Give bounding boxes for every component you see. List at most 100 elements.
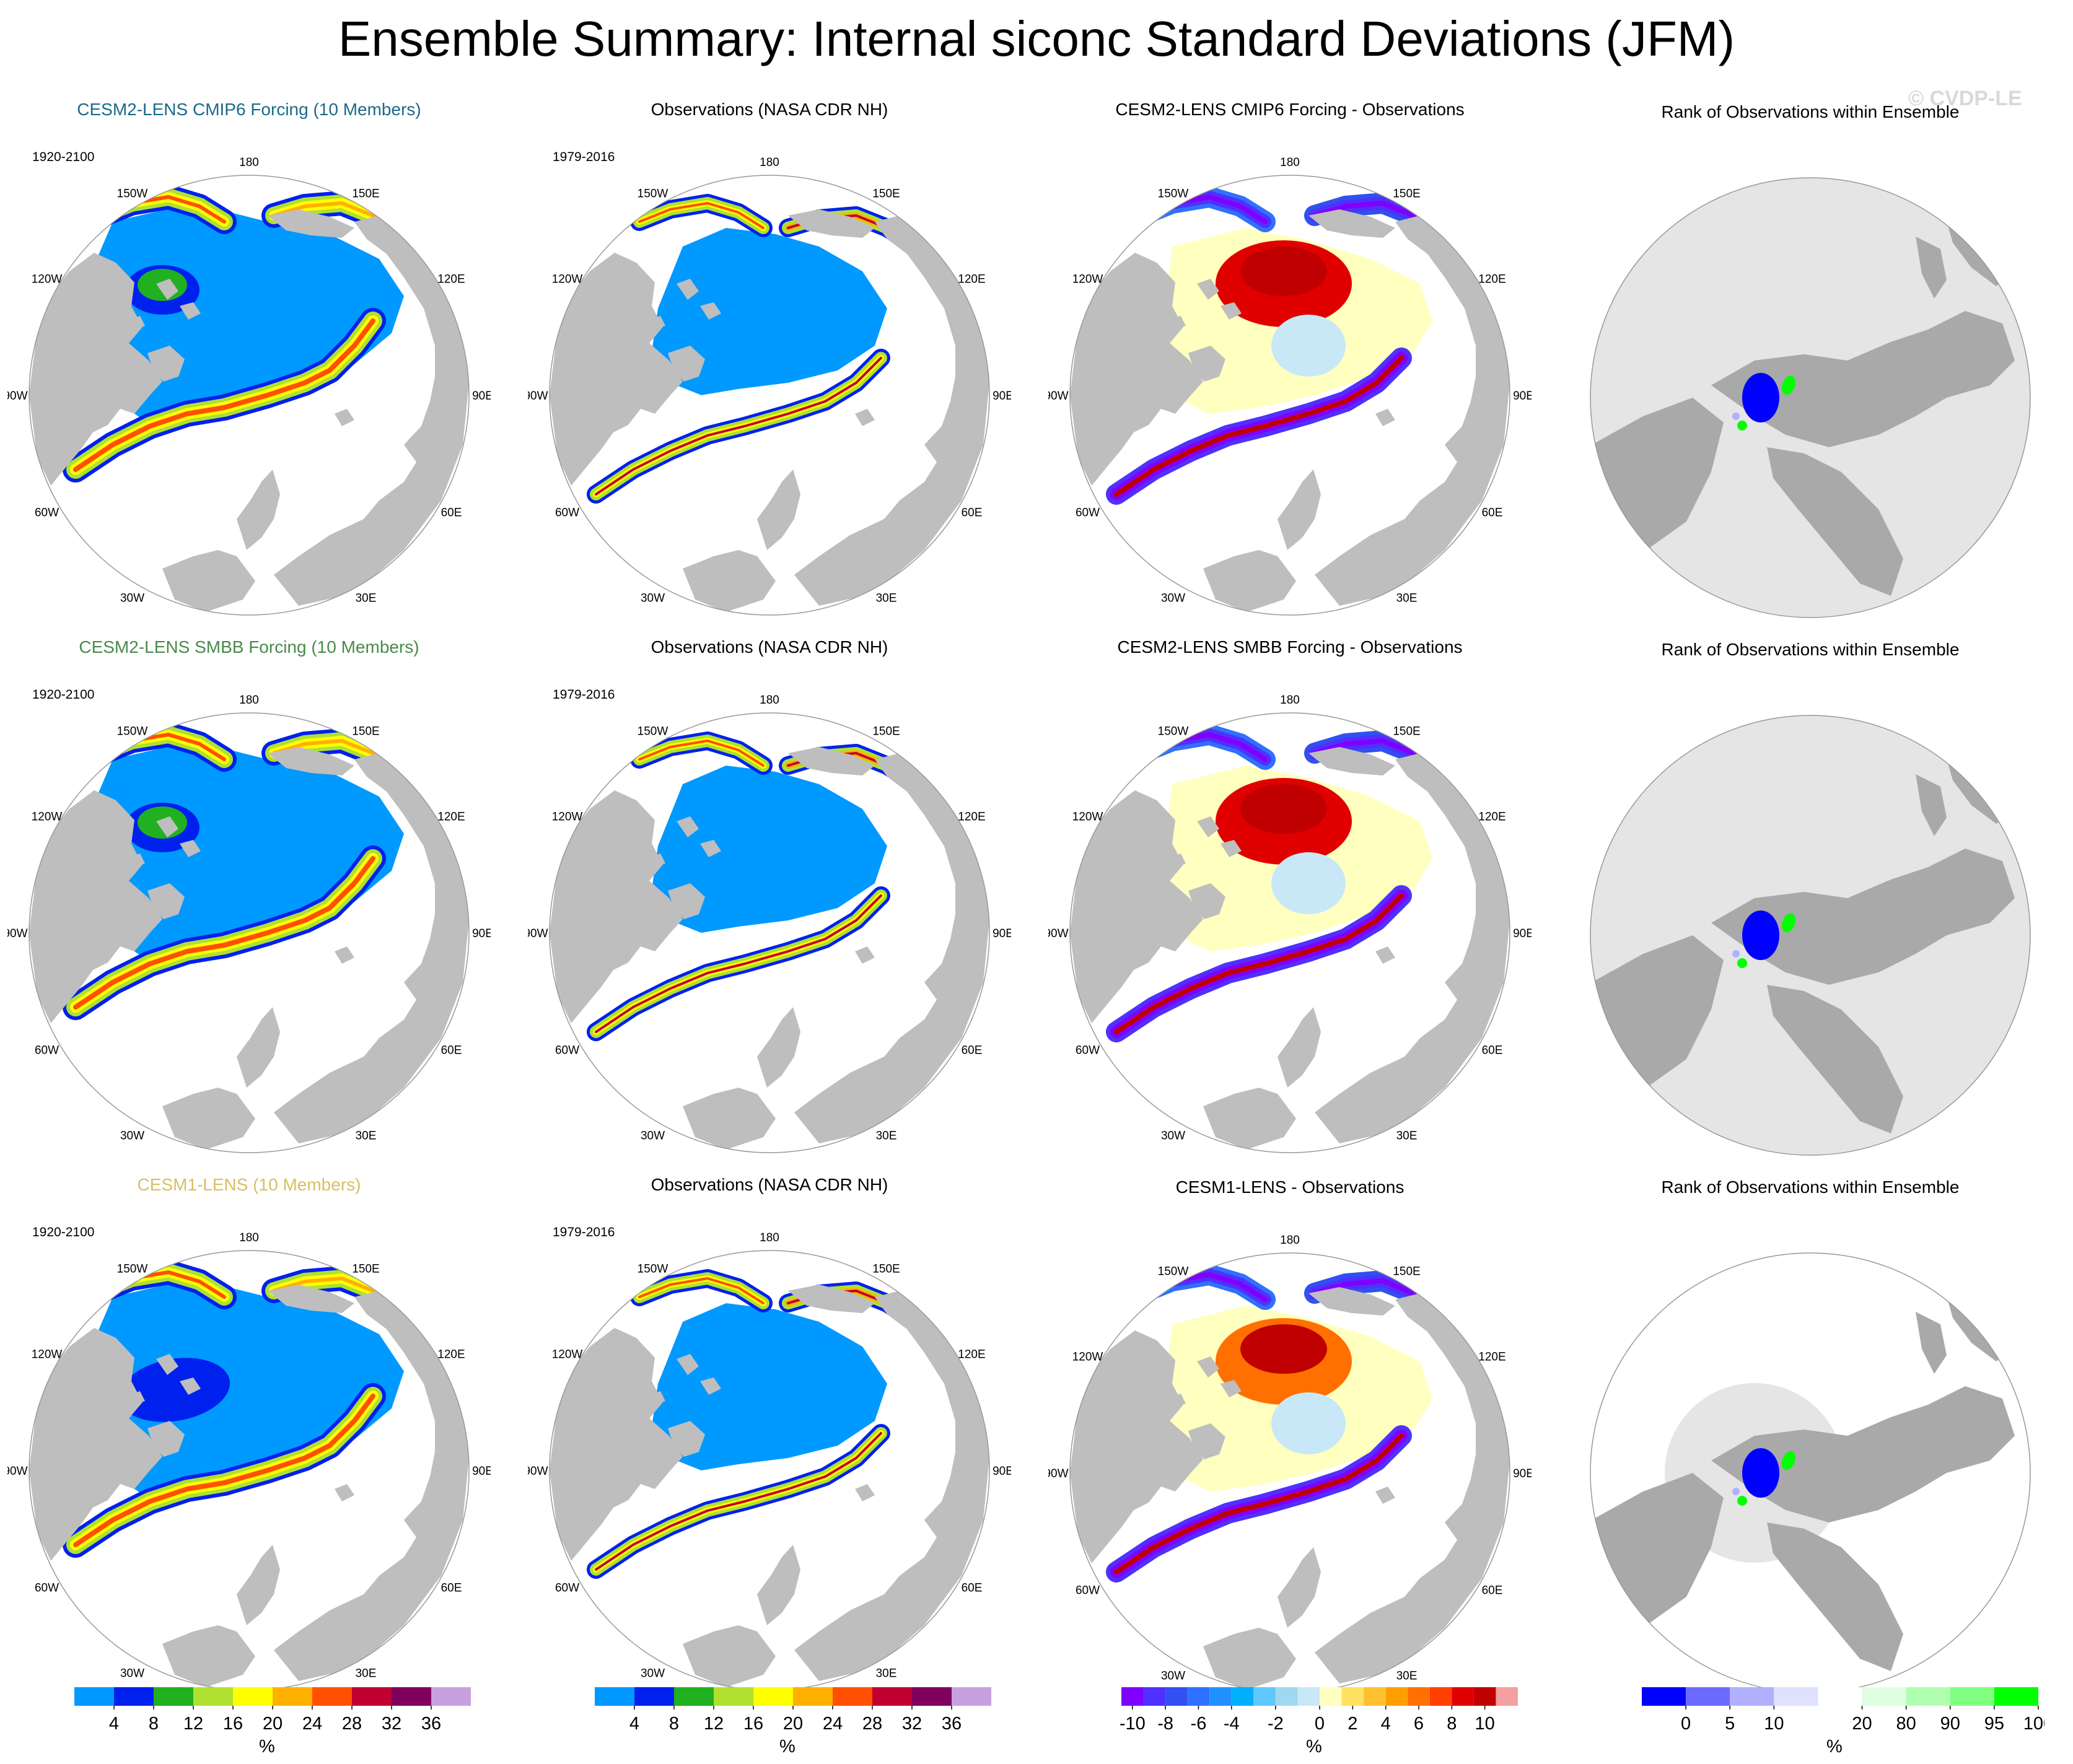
colorbar-swatch xyxy=(1385,1687,1408,1706)
land xyxy=(683,1625,776,1687)
ice-edge-band xyxy=(1114,893,1404,1034)
colorbar-swatch xyxy=(431,1687,471,1706)
ice-edge-band xyxy=(1114,356,1404,497)
longitude-label: 180 xyxy=(760,1231,779,1244)
colorbar-swatch xyxy=(1341,1687,1364,1706)
land xyxy=(237,1007,280,1088)
ice-edge-band xyxy=(638,740,765,767)
colorbar: 4 8 12 16 20 24 28 32 36 xyxy=(595,1687,991,1734)
rank-map xyxy=(1590,177,2031,618)
longitude-label: 60W xyxy=(35,1044,59,1057)
colorbar-swatch xyxy=(1231,1687,1254,1706)
longitude-label: 90W xyxy=(528,927,548,940)
land xyxy=(268,747,354,775)
colorbar-swatch xyxy=(114,1687,154,1706)
colorbar-swatch xyxy=(1906,1687,1950,1706)
colorbar-swatch xyxy=(793,1687,833,1706)
polar-map: 180150E120E90E60E30E030W60W90W120W150W xyxy=(7,156,491,616)
rank-region xyxy=(1742,910,1779,960)
panel-obs-row2: Observations (NASA CDR NH) 1979-2016 180… xyxy=(528,637,1011,1157)
land xyxy=(1170,316,1186,330)
longitude-label: 60W xyxy=(555,1044,579,1057)
colorbar-tick-label: 0 xyxy=(1681,1714,1691,1734)
panel-diff-row3: CESM1-LENS - Observations 180 150E 120E 90E… xyxy=(1048,1177,1532,1697)
land xyxy=(129,1391,145,1405)
longitude-label: 120E xyxy=(958,1348,985,1361)
land xyxy=(1278,1007,1321,1088)
pole-hole xyxy=(766,1467,773,1474)
ice-edge-band xyxy=(595,1432,882,1571)
ice-edge-band xyxy=(595,357,882,496)
panel-model-row1: CESM2-LENS CMIP6 Forcing (10 Members) 19… xyxy=(7,99,491,619)
colorbar-swatch xyxy=(714,1687,753,1706)
colorbar-stddev-obs: 4 8 12 16 20 24 28 32 36 % xyxy=(589,1686,997,1760)
colorbar-swatch xyxy=(1862,1687,1906,1706)
land xyxy=(29,1328,162,1561)
land xyxy=(1711,311,2015,447)
land xyxy=(1203,1088,1296,1150)
longitude-label: 90W xyxy=(7,1465,28,1478)
map-contents xyxy=(1070,713,1510,1153)
colorbar-tick-label: 8 xyxy=(669,1714,679,1734)
colorbar-swatch xyxy=(1143,1687,1166,1706)
colorbar-swatch xyxy=(312,1687,352,1706)
longitude-label: 120E xyxy=(437,811,465,824)
longitude-label: 30W xyxy=(641,1129,665,1142)
longitude-label: 120W xyxy=(32,811,63,824)
longitude-label: 150W xyxy=(1158,725,1189,738)
colorbar-swatch xyxy=(753,1687,793,1706)
land xyxy=(757,469,800,550)
colorbar-swatch xyxy=(154,1687,193,1706)
land xyxy=(855,409,875,426)
map-contents xyxy=(1590,1253,2030,1693)
colorbar-tick-label: 12 xyxy=(183,1714,203,1734)
longitude-label: 60E xyxy=(962,1044,983,1057)
period-label: 1920-2100 xyxy=(32,688,95,702)
land xyxy=(147,1421,185,1457)
panel-obs-row3: Observations (NASA CDR NH) 1979-2016 180… xyxy=(528,1174,1011,1695)
land xyxy=(274,216,469,606)
panel-title: CESM2-LENS SMBB Forcing (10 Members) xyxy=(79,637,419,657)
panel-title: Observations (NASA CDR NH) xyxy=(651,100,888,119)
ice-edge-band xyxy=(73,1394,375,1547)
land xyxy=(788,209,875,238)
longitude-label: 150E xyxy=(872,725,900,738)
longitude-label: 180 xyxy=(239,694,259,707)
longitude-label: 30E xyxy=(1396,1129,1418,1142)
longitude-label: 180 xyxy=(760,156,779,169)
colorbar-tick-label: 24 xyxy=(302,1714,322,1734)
longitude-label: 150E xyxy=(352,1263,379,1276)
polar-map: 180150E120E90E60E30E030W60W90W120W150W xyxy=(1048,156,1532,616)
land xyxy=(268,1285,354,1313)
land xyxy=(794,216,989,606)
land xyxy=(677,279,699,300)
land xyxy=(700,840,721,857)
longitude-label: 90E xyxy=(472,1465,491,1478)
longitude-label: 90W xyxy=(1048,390,1069,403)
colorbar-tick-label: 20 xyxy=(783,1714,803,1734)
land xyxy=(794,753,989,1143)
panel-rank-row2: Rank of Observations within Ensemble xyxy=(1569,639,2052,1159)
longitude-label: 30E xyxy=(1396,592,1418,605)
colorbar-swatch xyxy=(1408,1687,1430,1706)
ice-region xyxy=(119,1358,230,1422)
rank-region xyxy=(1742,1448,1779,1498)
longitude-label: 90E xyxy=(993,1465,1011,1478)
longitude-label: 150W xyxy=(117,1263,148,1276)
colorbar-swatch xyxy=(1253,1687,1276,1706)
colorbar-tick-label: 4 xyxy=(1381,1714,1391,1734)
colorbar-swatch xyxy=(833,1687,872,1706)
longitude-label: 90E xyxy=(472,927,491,940)
colorbar-tick-label: 5 xyxy=(1725,1714,1735,1734)
longitude-label: 30E xyxy=(876,1129,897,1142)
land xyxy=(649,316,665,330)
polar-map: 180150E120E90E60E30E030W60W90W120W150W xyxy=(7,694,491,1153)
land xyxy=(1170,1394,1186,1407)
longitude-label: 90E xyxy=(1513,927,1532,940)
rank-region xyxy=(1782,1451,1795,1470)
longitude-label: 120W xyxy=(32,1348,63,1361)
map-contents xyxy=(1070,1253,1510,1693)
ice-edge-band xyxy=(638,1277,765,1304)
diff-region xyxy=(1240,1324,1327,1374)
panel-diff-row1: CESM2-LENS CMIP6 Forcing - Observations … xyxy=(1048,99,1532,619)
